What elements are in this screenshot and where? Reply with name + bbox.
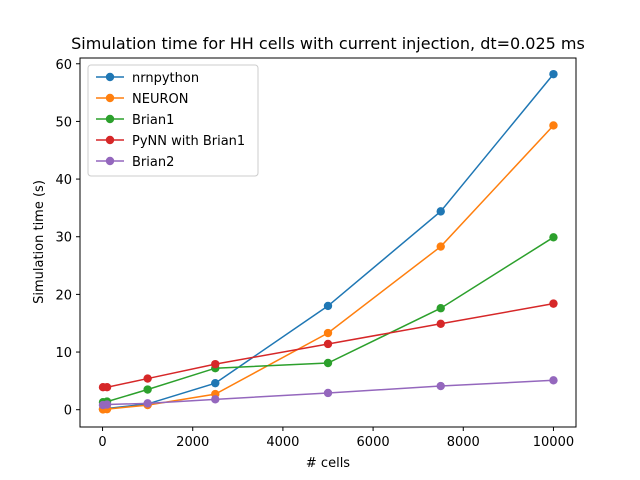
- data-point: [436, 319, 445, 328]
- x-tick-label: 6000: [357, 435, 390, 450]
- data-point: [323, 339, 333, 349]
- data-point: [143, 385, 152, 394]
- legend-marker: [105, 93, 115, 103]
- data-point: [323, 328, 333, 338]
- legend: nrnpython NEURON Brian1 PyNN with Brian1 Bri…: [87, 64, 259, 177]
- data-point: [102, 400, 112, 409]
- chart-title: Simulation time for HH cells with curren…: [71, 34, 585, 53]
- data-point: [436, 304, 445, 313]
- y-tick-label: 50: [55, 115, 72, 130]
- data-point: [436, 242, 445, 251]
- x-tick-label: 4000: [266, 435, 299, 450]
- axes-frame: [79, 57, 577, 428]
- data-point: [323, 301, 333, 311]
- data-point: [323, 388, 333, 398]
- x-tick-label: 0: [98, 435, 106, 450]
- data-point: [549, 299, 558, 308]
- x-axis-label: # cells: [306, 456, 350, 471]
- legend-marker: [105, 114, 115, 124]
- legend-marker: [105, 72, 115, 82]
- y-tick-label: 0: [64, 404, 72, 419]
- x-tick-label: 10000: [533, 435, 574, 450]
- data-point: [143, 399, 152, 408]
- y-axis-label: Simulation time (s): [32, 180, 47, 304]
- legend-label: Brian2: [132, 155, 174, 170]
- data-point: [211, 378, 220, 388]
- y-tick-label: 20: [55, 288, 72, 303]
- y-tick-label: 10: [55, 346, 72, 361]
- legend-label: nrnpython: [132, 71, 199, 86]
- data-point: [549, 376, 558, 385]
- data-point: [549, 121, 558, 130]
- y-tick-label: 30: [55, 231, 72, 246]
- y-tick-label: 60: [55, 58, 72, 73]
- legend-marker: [105, 135, 115, 145]
- y-tick-label: 40: [55, 173, 72, 188]
- data-point: [436, 207, 445, 216]
- legend-label: Brian1: [132, 113, 174, 128]
- x-tick-label: 2000: [176, 435, 209, 450]
- legend-label: PyNN with Brian1: [132, 134, 245, 149]
- data-point: [211, 395, 220, 404]
- legend-label: NEURON: [132, 92, 188, 107]
- data-point: [549, 233, 558, 242]
- data-point: [102, 383, 112, 392]
- data-point: [549, 69, 558, 79]
- data-point: [436, 381, 445, 391]
- plot-area: 0 2000 4000 6000 8000 10000 0 10 20 30 40 50 60: [55, 57, 577, 450]
- legend-marker: [105, 156, 115, 166]
- data-point: [143, 374, 152, 383]
- x-tick-label: 8000: [447, 435, 480, 450]
- data-point: [323, 358, 333, 368]
- legend-box: [87, 64, 259, 177]
- series-line-2: [102, 236, 554, 403]
- data-point: [211, 359, 220, 369]
